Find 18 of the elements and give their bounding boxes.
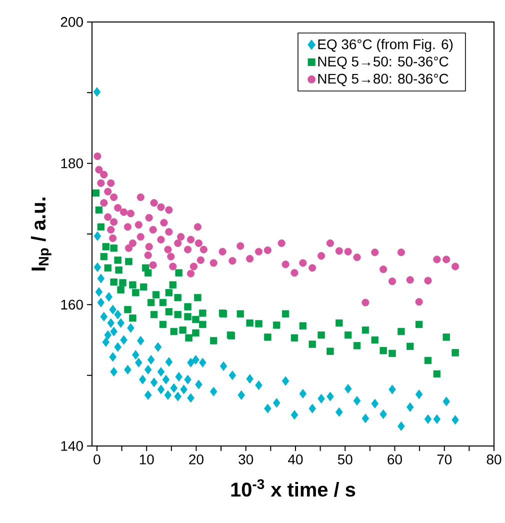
- x-tick-label: 70: [437, 454, 452, 464]
- y-tick-label: 200: [60, 17, 83, 27]
- x-tick-label: 50: [338, 454, 352, 464]
- x-tick-label: 30: [238, 454, 254, 464]
- y-tick-label: 180: [61, 158, 83, 168]
- y-axis-title: I$_{Np}$ / a.u.: [30, 198, 52, 270]
- legend-label: EQ 36°C (from Fig. 6): [318, 38, 453, 52]
- x-tick-label: 0: [94, 454, 100, 464]
- x-tick-label: 10: [140, 454, 154, 464]
- legend-label: NEQ 5→50: 50-36°C: [318, 56, 448, 69]
- x-axis-title: 10$^{-3}$ x time / s: [231, 479, 356, 497]
- x-tick-label: 20: [189, 454, 204, 464]
- x-tick-label: 80: [486, 454, 502, 464]
- y-tick-label: 160: [61, 300, 83, 310]
- x-tick-label: 60: [388, 454, 402, 464]
- legend-label: NEQ 5→80: 80-36°C: [318, 74, 448, 86]
- y-tick-label: 140: [61, 441, 83, 451]
- x-tick-label: 40: [288, 454, 303, 464]
